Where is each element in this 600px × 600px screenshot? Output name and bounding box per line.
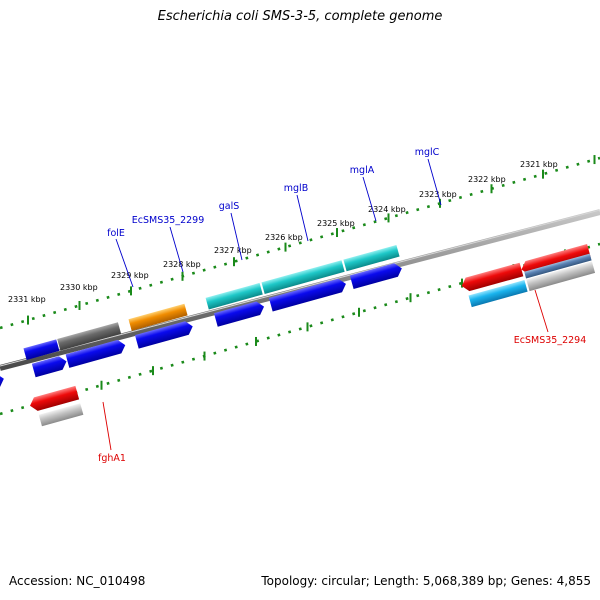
gene-label-mglC: mglC [415, 147, 440, 158]
callout-line-EcSMS35_2299 [169, 226, 184, 273]
gene-block-steel-right [524, 253, 592, 279]
cds-arrow-galS [134, 321, 193, 349]
gene-label-fghA1: fghA1 [98, 453, 126, 464]
gene-block-mglC [343, 244, 400, 272]
gene-block-galS [128, 303, 188, 331]
callout-line-fghA1 [102, 401, 112, 451]
inner-ruler-dots [0, 242, 600, 416]
callout-line-mglB [296, 194, 309, 242]
callout-line-mglC [427, 158, 442, 206]
gene-label-folE: folE [107, 228, 125, 239]
kbp-label-2322: 2322 kbp [468, 175, 506, 184]
gene-label-galS: galS [219, 201, 240, 212]
reverse-strand-track [30, 243, 596, 427]
kbp-label-2324: 2324 kbp [368, 205, 406, 214]
gene-block-fghA1 [38, 403, 84, 427]
backbone-highlight [0, 209, 600, 367]
gene-block-silver-right [526, 261, 596, 292]
cds-arrow-red-right [521, 243, 591, 275]
cds-arrow-EcSMS35_2299 [65, 339, 126, 368]
kbp-label-2325: 2325 kbp [317, 219, 355, 228]
map-title: Escherichia coli SMS-3-5, complete genom… [157, 9, 443, 24]
genome-stats-text: Topology: circular; Length: 5,068,389 bp… [261, 574, 591, 588]
cds-arrow-folE [31, 356, 67, 378]
gene-block-EcSMS35_2294 [468, 280, 528, 308]
kbp-label-2331: 2331 kbp [8, 295, 46, 304]
cds-arrow-mglA [268, 278, 346, 312]
gene-labels: folE EcSMS35_2299 galS mglB mglA mglC Ec… [98, 147, 586, 464]
accession-text: Accession: NC_010498 [9, 574, 146, 588]
cds-arrow-fghA1 [30, 385, 80, 411]
callout-line-EcSMS35_2294 [534, 289, 549, 333]
cds-arrow-mglC [349, 263, 402, 290]
kbp-label-2321: 2321 kbp [520, 160, 558, 169]
gene-block-EcSMS35_2299 [57, 322, 122, 351]
gene-label-EcSMS35_2299: EcSMS35_2299 [132, 215, 205, 226]
gene-label-mglA: mglA [350, 165, 375, 176]
kbp-label-2327: 2327 kbp [214, 246, 252, 255]
callout-line-galS [230, 212, 243, 261]
callout-line-mglA [362, 176, 377, 222]
kbp-label-2329: 2329 kbp [111, 271, 149, 280]
kbp-label-2328: 2328 kbp [163, 260, 201, 269]
kbp-label-2330: 2330 kbp [60, 283, 98, 292]
cds-arrow-mglB [213, 301, 265, 327]
gene-callouts [102, 158, 549, 451]
kbp-label-2326: 2326 kbp [265, 233, 303, 242]
gene-label-mglB: mglB [284, 183, 308, 194]
callout-line-folE [115, 238, 134, 288]
outer-ruler-dots [0, 156, 600, 330]
cds-arrow-EcSMS35_2294 [461, 262, 524, 292]
cds-arrow-slate [0, 373, 4, 414]
forward-strand-track [0, 244, 402, 414]
gene-label-EcSMS35_2294: EcSMS35_2294 [514, 335, 587, 346]
gene-block-mglB [205, 282, 263, 310]
gene-block-folE [23, 339, 60, 360]
gene-block-mglA [261, 260, 345, 294]
